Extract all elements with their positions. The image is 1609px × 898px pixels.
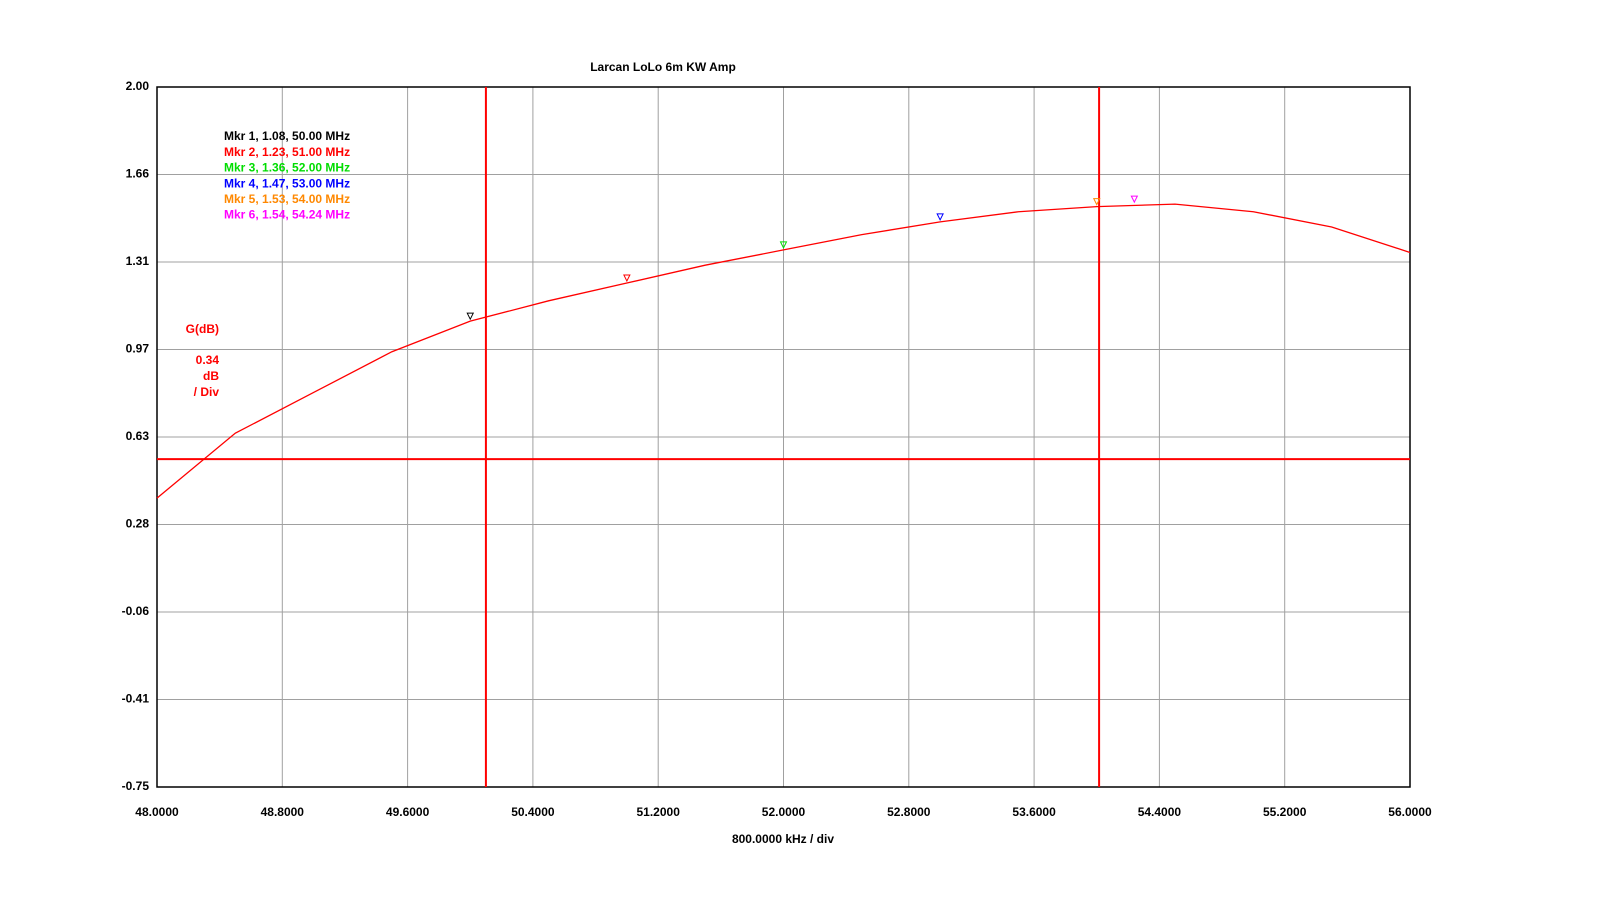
marker — [1130, 195, 1139, 204]
chart-title: Larcan LoLo 6m KW Amp — [590, 60, 736, 74]
data-line — [156, 203, 1411, 499]
x-tick-label: 50.4000 — [511, 805, 555, 819]
marker — [779, 241, 788, 250]
x-tick-label: 51.2000 — [637, 805, 681, 819]
x-tick-label: 52.0000 — [762, 805, 806, 819]
y-tick-label: 1.31 — [126, 254, 150, 268]
y-tick-label: 0.97 — [126, 342, 150, 356]
y-tick-label: 0.28 — [126, 517, 150, 531]
x-tick-label: 49.6000 — [386, 805, 430, 819]
y-tick-label: 1.66 — [126, 167, 150, 181]
y-tick-label: 2.00 — [126, 79, 150, 93]
y-tick-label: -0.41 — [122, 692, 150, 706]
marker — [936, 213, 944, 222]
marker — [466, 312, 475, 321]
y-tick-label: -0.75 — [122, 779, 150, 793]
marker-label: Mkr 5, 1.53, 54.00 MHz — [224, 192, 350, 206]
marker-label: Mkr 1, 1.08, 50.00 MHz — [224, 129, 350, 143]
marker-label: Mkr 2, 1.23, 51.00 MHz — [224, 145, 350, 159]
x-tick-label: 52.8000 — [887, 805, 931, 819]
marker-label: Mkr 3, 1.36, 52.00 MHz — [224, 161, 350, 175]
x-tick-label: 53.6000 — [1012, 805, 1056, 819]
x-tick-label: 48.0000 — [135, 805, 179, 819]
scale-label: dB — [203, 369, 219, 383]
y-tick-label: 0.63 — [126, 429, 150, 443]
y-tick-label: -0.06 — [122, 604, 150, 618]
marker-label: Mkr 4, 1.47, 53.00 MHz — [224, 176, 350, 190]
x-axis-label: 800.0000 kHz / div — [732, 832, 834, 846]
x-tick-label: 54.4000 — [1138, 805, 1182, 819]
scale-label: 0.34 — [196, 353, 220, 367]
scale-label: / Div — [194, 385, 220, 399]
plot-border — [156, 86, 1411, 788]
x-tick-label: 48.8000 — [261, 805, 305, 819]
marker-label: Mkr 6, 1.54, 54.24 MHz — [224, 208, 350, 222]
marker — [623, 274, 631, 283]
y-axis-label: G(dB) — [186, 322, 219, 336]
x-tick-label: 55.2000 — [1263, 805, 1307, 819]
x-tick-label: 56.0000 — [1388, 805, 1432, 819]
marker — [1092, 198, 1101, 206]
